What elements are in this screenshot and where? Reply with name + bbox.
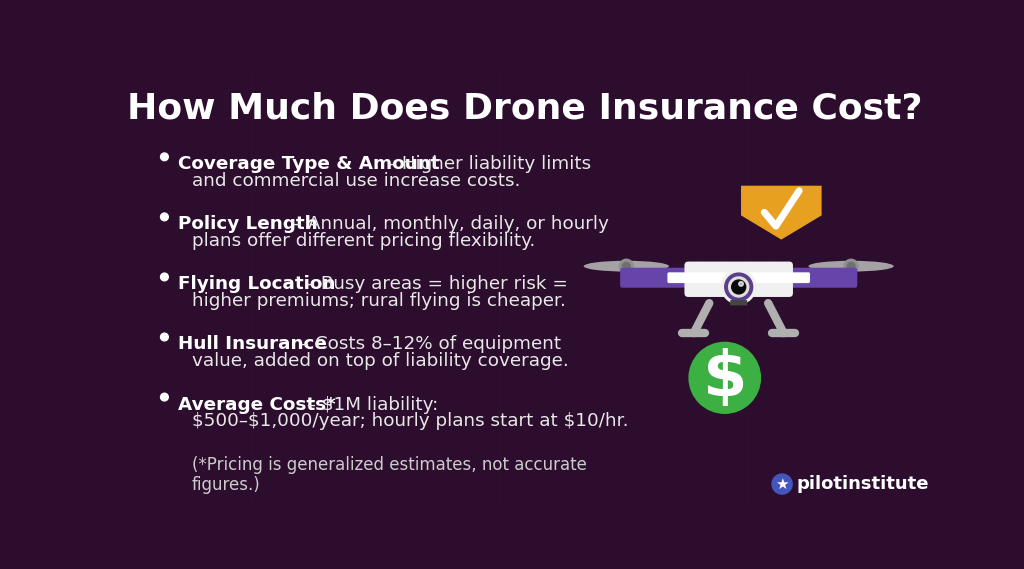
Circle shape bbox=[729, 277, 749, 297]
Text: Policy Length: Policy Length bbox=[178, 215, 318, 233]
Text: How Much Does Drone Insurance Cost?: How Much Does Drone Insurance Cost? bbox=[127, 91, 923, 125]
Circle shape bbox=[732, 280, 745, 294]
FancyBboxPatch shape bbox=[730, 300, 748, 306]
Circle shape bbox=[844, 259, 858, 273]
Circle shape bbox=[161, 273, 168, 281]
Circle shape bbox=[772, 474, 793, 494]
Text: ★: ★ bbox=[775, 477, 788, 492]
FancyBboxPatch shape bbox=[668, 273, 810, 283]
Text: – Annual, monthly, daily, or hourly: – Annual, monthly, daily, or hourly bbox=[287, 215, 608, 233]
Circle shape bbox=[161, 393, 168, 401]
Text: plans offer different pricing flexibility.: plans offer different pricing flexibilit… bbox=[191, 232, 535, 250]
Text: Flying Location: Flying Location bbox=[178, 275, 336, 294]
Text: Average Costs*: Average Costs* bbox=[178, 395, 336, 414]
Circle shape bbox=[725, 273, 753, 301]
Circle shape bbox=[847, 262, 855, 270]
Polygon shape bbox=[741, 185, 821, 240]
Text: – Costs 8–12% of equipment: – Costs 8–12% of equipment bbox=[294, 336, 561, 353]
Text: Hull Insurance: Hull Insurance bbox=[178, 336, 328, 353]
Circle shape bbox=[161, 213, 168, 221]
Text: pilotinstitute: pilotinstitute bbox=[797, 475, 930, 493]
Text: value, added on top of liability coverage.: value, added on top of liability coverag… bbox=[191, 352, 568, 370]
FancyBboxPatch shape bbox=[684, 262, 793, 297]
Text: higher premiums; rural flying is cheaper.: higher premiums; rural flying is cheaper… bbox=[191, 292, 565, 310]
Ellipse shape bbox=[584, 261, 669, 271]
Text: – Higher liability limits: – Higher liability limits bbox=[381, 155, 591, 174]
Text: – Busy areas = higher risk =: – Busy areas = higher risk = bbox=[300, 275, 568, 294]
Circle shape bbox=[623, 262, 630, 270]
Text: – $1M liability:: – $1M liability: bbox=[300, 395, 438, 414]
Ellipse shape bbox=[809, 261, 894, 271]
Circle shape bbox=[689, 343, 761, 413]
Circle shape bbox=[161, 333, 168, 341]
Circle shape bbox=[620, 259, 633, 273]
Circle shape bbox=[161, 153, 168, 160]
Polygon shape bbox=[689, 343, 761, 413]
Text: and commercial use increase costs.: and commercial use increase costs. bbox=[191, 172, 520, 190]
Text: $500–$1,000/year; hourly plans start at $10/hr.: $500–$1,000/year; hourly plans start at … bbox=[191, 413, 628, 431]
Text: Coverage Type & Amount: Coverage Type & Amount bbox=[178, 155, 440, 174]
FancyBboxPatch shape bbox=[621, 267, 857, 288]
Text: (*Pricing is generalized estimates, not accurate
figures.): (*Pricing is generalized estimates, not … bbox=[191, 456, 587, 494]
Circle shape bbox=[722, 270, 756, 304]
Circle shape bbox=[738, 282, 743, 286]
Text: $: $ bbox=[702, 348, 746, 410]
